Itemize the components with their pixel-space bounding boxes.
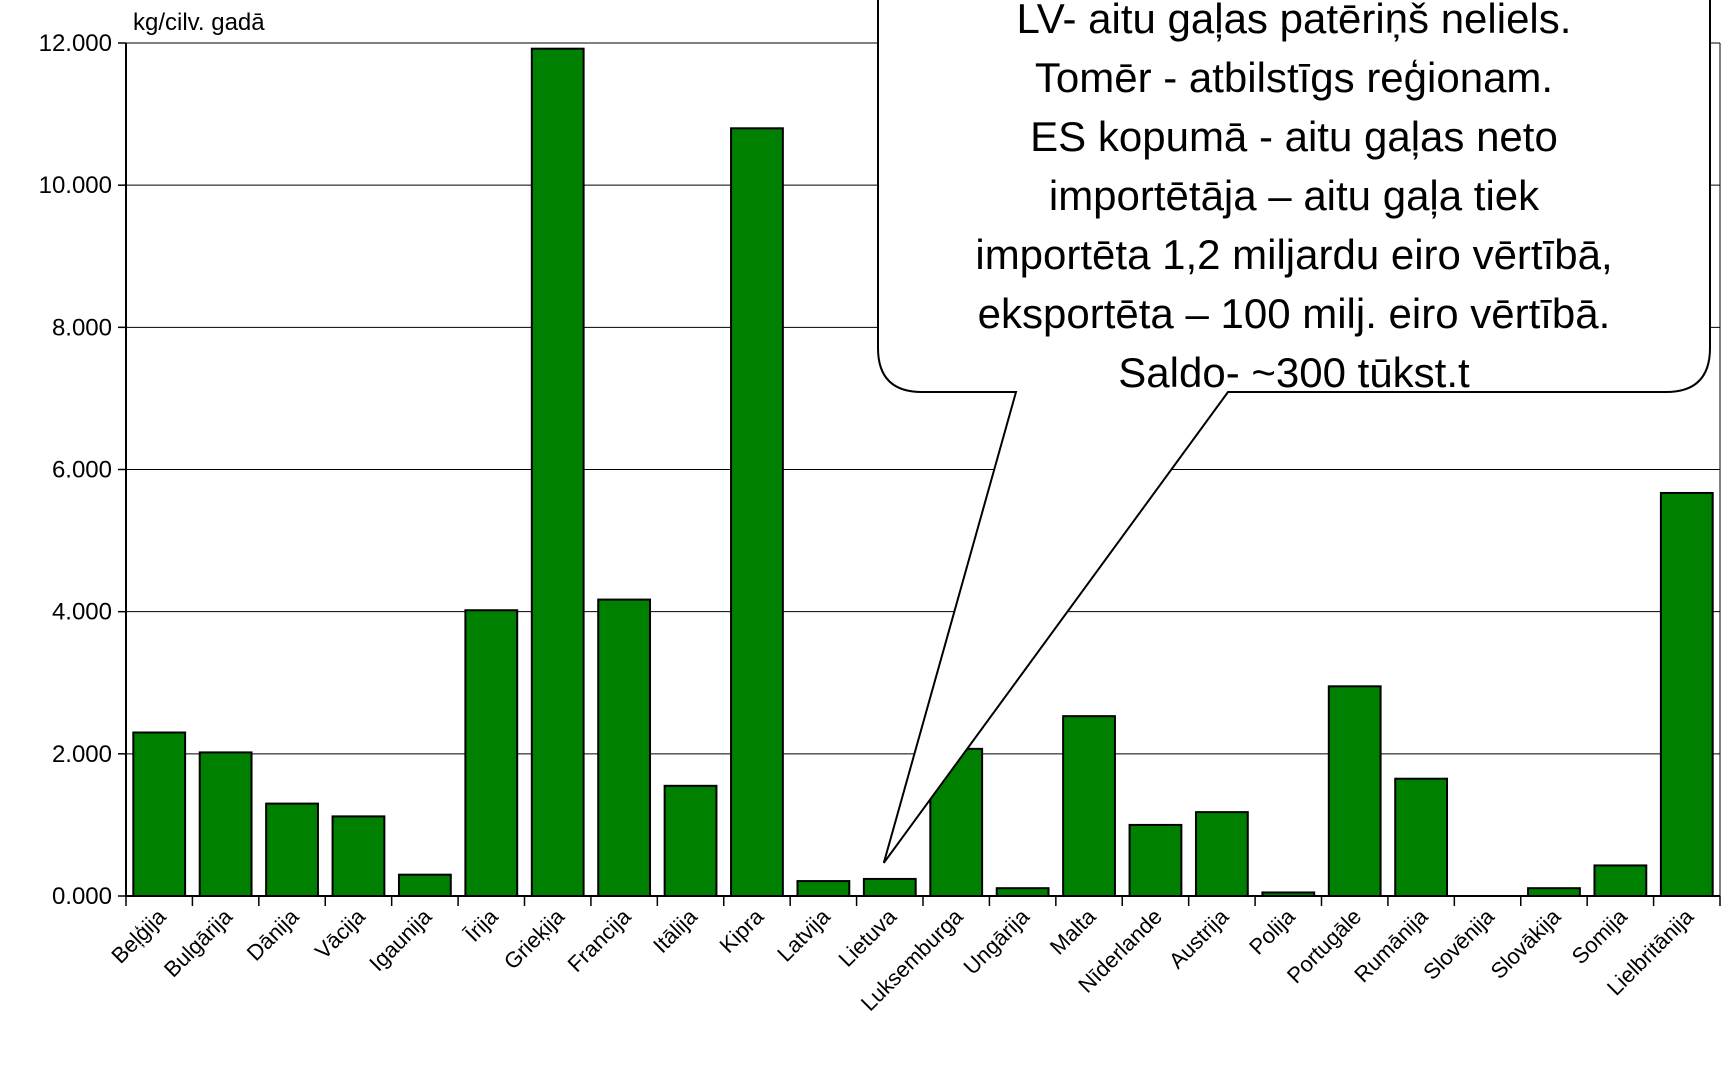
x-tick-label: Bulgārija [159,903,238,982]
y-axis-unit-label: kg/cilv. gadā [133,9,265,36]
x-tick-label: Vācija [310,903,371,964]
bar [1327,685,1382,897]
x-tick-label: Francija [563,903,637,977]
y-tick-label: 10.000 [39,172,112,199]
bar [265,802,319,898]
callout-line: ES kopumā - aitu gaļas neto [1030,113,1558,160]
bar [397,873,452,897]
x-tick-label: Rumānija [1349,903,1433,987]
bar [132,731,187,898]
bar [464,609,519,897]
bar [331,815,386,897]
callout-line: eksportēta – 100 milj. eiro vērtībā. [978,290,1611,337]
bar [597,598,652,898]
bar [663,784,718,898]
x-tick-label: Austrija [1164,903,1234,973]
bar [1394,777,1449,898]
bar [1527,887,1581,898]
axes [125,43,1720,897]
x-tick-label: Īrija [460,903,503,946]
x-tick-label: Ungārija [959,903,1035,979]
x-tick-label: Grieķija [499,903,570,974]
x-tick-label: Slovākija [1486,903,1566,983]
bars [132,47,1714,898]
y-tick-label: 2.000 [52,741,112,768]
callout-line: LV- aitu gaļas patēriņš neliels. [1017,0,1572,42]
callout-line: Tomēr - atbilstīgs reģionam. [1035,54,1553,101]
bar [1062,715,1116,898]
y-tick-label: 6.000 [52,457,112,484]
bar [1128,823,1183,898]
x-tick-label: Polija [1244,903,1300,959]
bar [796,880,851,898]
callout-line: Saldo- ~300 tūkst.t [1118,349,1470,396]
bar [198,751,253,898]
callout-text: LV- aitu gaļas patēriņš neliels. Tomēr - … [975,0,1612,396]
bar [730,127,784,898]
callout-annotation: LV- aitu gaļas patēriņš neliels. Tomēr - … [877,0,1711,864]
x-tick-label: Latvija [772,903,835,966]
bar [862,877,917,898]
callout-line: importētāja – aitu gaļa tiek [1049,172,1540,219]
x-tick-label: Beļģija [106,903,171,968]
x-tick-label: Dānija [242,903,304,965]
bar [1659,491,1714,897]
bar [1194,811,1249,897]
y-tick-label: 12.000 [39,30,112,57]
bar [995,887,1050,898]
bar [530,47,585,898]
x-tick-label: Malta [1045,903,1101,959]
x-tick-label: Somija [1567,903,1633,969]
x-tick-label: Itālija [648,903,703,958]
y-tick-label: 4.000 [52,599,112,626]
x-tick-label: Igaunija [364,903,437,976]
callout-bubble [877,0,1711,864]
callout-line: importēta 1,2 miljardu eiro vērtībā, [975,231,1612,278]
x-tick-label: Kipra [714,903,769,958]
y-tick-labels: 0.000 2.000 4.000 6.000 8.000 10.000 12.000 [39,30,112,910]
y-tick-label: 0.000 [52,883,112,910]
x-tick-label: Slovēnija [1418,903,1499,984]
bar [1593,864,1648,897]
y-tick-label: 8.000 [52,314,112,341]
